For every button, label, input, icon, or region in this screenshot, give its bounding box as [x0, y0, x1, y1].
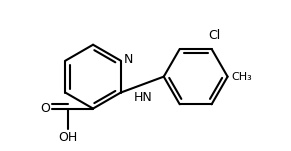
- Text: O: O: [40, 102, 50, 115]
- Text: OH: OH: [58, 131, 78, 144]
- Text: HN: HN: [134, 92, 153, 104]
- Text: Cl: Cl: [208, 29, 220, 42]
- Text: CH₃: CH₃: [231, 72, 252, 82]
- Text: N: N: [124, 53, 133, 66]
